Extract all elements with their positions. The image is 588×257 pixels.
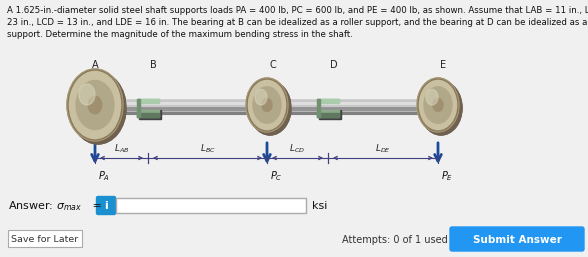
Ellipse shape	[417, 78, 459, 132]
Ellipse shape	[246, 78, 288, 132]
Bar	[137, 99, 159, 117]
Text: Save for Later: Save for Later	[11, 235, 79, 244]
Ellipse shape	[68, 70, 122, 140]
Ellipse shape	[418, 79, 458, 131]
Ellipse shape	[70, 72, 126, 144]
Bar	[137, 99, 140, 117]
Ellipse shape	[67, 69, 123, 141]
Ellipse shape	[247, 79, 287, 131]
Text: $P_E$: $P_E$	[441, 169, 453, 183]
Ellipse shape	[262, 98, 272, 112]
Ellipse shape	[79, 84, 95, 105]
Text: $L_{BC}$: $L_{BC}$	[199, 142, 215, 155]
Ellipse shape	[417, 78, 459, 132]
Ellipse shape	[420, 81, 462, 135]
Ellipse shape	[433, 98, 443, 112]
Text: Attempts: 0 of 1 used: Attempts: 0 of 1 used	[342, 235, 448, 245]
Bar	[139, 101, 161, 119]
Text: $L_{AB}$: $L_{AB}$	[114, 142, 129, 155]
Text: $P_C$: $P_C$	[270, 169, 283, 183]
Bar	[137, 99, 159, 103]
Ellipse shape	[433, 98, 443, 112]
Ellipse shape	[246, 78, 288, 132]
Text: 23 in., LCD = 13 in., and LDE = 16 in. The bearing at B can be idealized as a ro: 23 in., LCD = 13 in., and LDE = 16 in. T…	[7, 18, 588, 27]
Bar	[317, 99, 339, 103]
Text: C: C	[269, 60, 276, 70]
Ellipse shape	[249, 81, 291, 135]
FancyBboxPatch shape	[8, 230, 82, 247]
Ellipse shape	[68, 70, 122, 140]
Text: $P_A$: $P_A$	[98, 169, 110, 183]
Ellipse shape	[88, 96, 102, 114]
FancyBboxPatch shape	[116, 198, 306, 213]
Ellipse shape	[426, 89, 438, 105]
Ellipse shape	[418, 79, 458, 131]
Ellipse shape	[88, 96, 102, 114]
Ellipse shape	[253, 87, 281, 123]
Text: support. Determine the magnitude of the maximum bending stress in the shaft.: support. Determine the magnitude of the …	[7, 30, 353, 39]
Text: B: B	[150, 60, 157, 70]
Ellipse shape	[249, 81, 291, 135]
Text: ksi: ksi	[312, 201, 328, 211]
FancyBboxPatch shape	[96, 197, 115, 215]
Ellipse shape	[426, 89, 438, 105]
Bar	[319, 101, 341, 119]
Ellipse shape	[79, 84, 95, 105]
Ellipse shape	[255, 89, 267, 105]
Text: $L_{CD}$: $L_{CD}$	[289, 142, 306, 155]
FancyBboxPatch shape	[450, 227, 584, 251]
Ellipse shape	[255, 89, 267, 105]
Ellipse shape	[76, 80, 114, 130]
Ellipse shape	[262, 98, 272, 112]
Text: $L_{DE}$: $L_{DE}$	[375, 142, 391, 155]
Bar	[137, 113, 159, 117]
Text: D: D	[330, 60, 338, 70]
Text: =: =	[89, 201, 102, 211]
Text: Answer: $\sigma_{max}$: Answer: $\sigma_{max}$	[8, 199, 82, 213]
Ellipse shape	[76, 80, 114, 130]
Ellipse shape	[253, 87, 281, 123]
Bar	[317, 99, 339, 117]
Ellipse shape	[247, 79, 287, 131]
Text: E: E	[440, 60, 446, 70]
Bar	[317, 99, 320, 117]
Ellipse shape	[70, 72, 126, 144]
Bar	[317, 113, 339, 117]
Ellipse shape	[424, 87, 452, 123]
Text: A 1.625-in.-diameter solid steel shaft supports loads PA = 400 lb, PC = 600 lb, : A 1.625-in.-diameter solid steel shaft s…	[7, 6, 588, 15]
Ellipse shape	[67, 69, 123, 141]
Ellipse shape	[424, 87, 452, 123]
Text: A: A	[92, 60, 99, 70]
Text: Submit Answer: Submit Answer	[473, 235, 562, 245]
Ellipse shape	[420, 81, 462, 135]
Text: i: i	[104, 201, 108, 211]
